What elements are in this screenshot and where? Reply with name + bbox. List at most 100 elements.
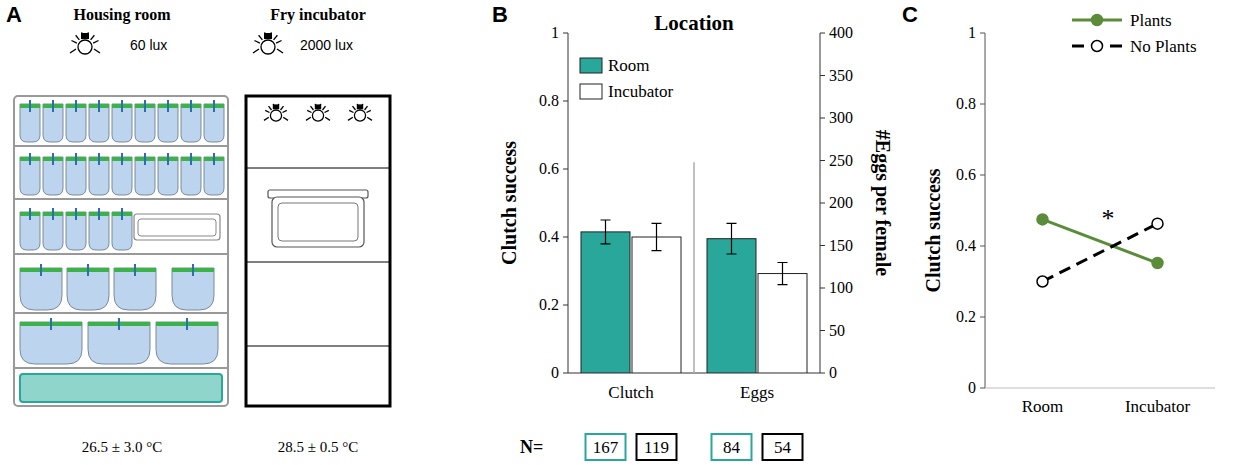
n-value: 84 (723, 438, 741, 457)
y2-tick (820, 118, 825, 119)
y-tick (563, 305, 568, 306)
tank-pipe (98, 100, 100, 112)
tank (172, 264, 214, 310)
tray-inner (278, 203, 358, 241)
tank-pipe (190, 153, 192, 165)
x-tick-label: Eggs (740, 383, 774, 402)
y-tick-label: 0.6 (956, 166, 976, 183)
y2-tick (820, 203, 825, 204)
tank-pipe (192, 264, 194, 276)
y2-tick (820, 288, 825, 289)
y2-tick (820, 330, 825, 331)
tank (66, 100, 86, 142)
lamp-bulb (261, 40, 275, 54)
bar (707, 239, 756, 373)
y-axis-title: Clutch success (498, 141, 520, 265)
lamp-ray (353, 106, 356, 110)
lamp-ray (269, 106, 272, 110)
y2-tick-label: 250 (829, 152, 853, 169)
lamp-ray (364, 106, 367, 110)
chart-title: Location (654, 11, 734, 35)
tank-pipe (213, 100, 215, 112)
lamp-ray (283, 117, 288, 120)
y-tick-label: 0.4 (539, 228, 559, 245)
y-tick (563, 33, 568, 34)
series-line (1043, 219, 1158, 263)
lamp-ray (277, 49, 283, 53)
y-tick-label: 0 (551, 364, 559, 381)
y-tick-label: 0.8 (539, 92, 559, 109)
lamp-ray (306, 117, 311, 120)
incubator-shelf (246, 346, 390, 347)
incubator-temperature: 28.5 ± 0.5 °C (278, 439, 359, 455)
lamp-bulb (312, 110, 323, 121)
tank-pipe (213, 153, 215, 165)
y-tick-label: 0.2 (539, 296, 559, 313)
lamp-ray (311, 106, 314, 110)
tank (43, 100, 63, 142)
legend-swatch (580, 58, 602, 73)
tank-pipe (134, 264, 136, 276)
tank (158, 100, 178, 142)
lamp-ray (324, 110, 328, 112)
tank (114, 264, 156, 310)
y2-tick (820, 33, 825, 34)
n-label: N= (520, 437, 543, 457)
lamp-ray (322, 106, 325, 110)
lamp-ray (265, 110, 269, 112)
tank (20, 208, 40, 250)
y-tick (980, 104, 985, 105)
panel-letter: B (492, 2, 508, 27)
lamp-ray (349, 110, 353, 112)
tray (272, 197, 364, 247)
tank (135, 153, 155, 195)
y-tick (980, 33, 985, 34)
tank-pipe (87, 264, 89, 276)
tank-pipe (121, 208, 123, 220)
y2-tick (820, 75, 825, 76)
error-bars (601, 220, 788, 285)
y-tick-label: 0.6 (539, 160, 559, 177)
tray (134, 214, 220, 240)
rack (14, 96, 228, 406)
lamp-ray (76, 35, 80, 40)
y2-tick-label: 300 (829, 109, 853, 126)
y-tick (563, 169, 568, 170)
marker (1152, 258, 1163, 269)
x-tick-label: Incubator (1125, 397, 1190, 416)
lamp-icon (348, 104, 372, 121)
tank-pipe (52, 153, 54, 165)
y-tick-label: 1 (968, 24, 976, 41)
y2-tick-label: 400 (829, 24, 853, 41)
n-value: 119 (644, 438, 669, 457)
y2-tick (820, 245, 825, 246)
incubator-light: 2000 lux (300, 37, 353, 53)
lamp-ray (91, 35, 95, 40)
tank-pipe (190, 100, 192, 112)
y2-axis-title: #Eggs per female (871, 130, 894, 276)
tank (20, 264, 62, 310)
rack-shelf (14, 312, 228, 314)
lamp-ray (70, 49, 76, 53)
lamp-icon (253, 32, 283, 54)
incubator-shelf (246, 262, 390, 263)
tank-pipe (167, 153, 169, 165)
lamp-bulb (78, 40, 92, 54)
tank (89, 100, 109, 142)
bars (581, 232, 807, 373)
tank (112, 208, 132, 250)
tank (67, 264, 109, 310)
y-tick-label: 0.4 (956, 237, 976, 254)
panel-letter: C (902, 2, 918, 27)
series-line (1043, 224, 1158, 282)
y-tick-label: 0.8 (956, 95, 976, 112)
lamp-ray (259, 35, 263, 40)
tank-pipe (29, 153, 31, 165)
tank-pipe (52, 100, 54, 112)
tank (66, 208, 86, 250)
tank (158, 153, 178, 195)
bar (581, 232, 630, 373)
error-bar (778, 263, 788, 285)
y2-tick (820, 373, 825, 374)
lamp-icon (70, 32, 100, 54)
